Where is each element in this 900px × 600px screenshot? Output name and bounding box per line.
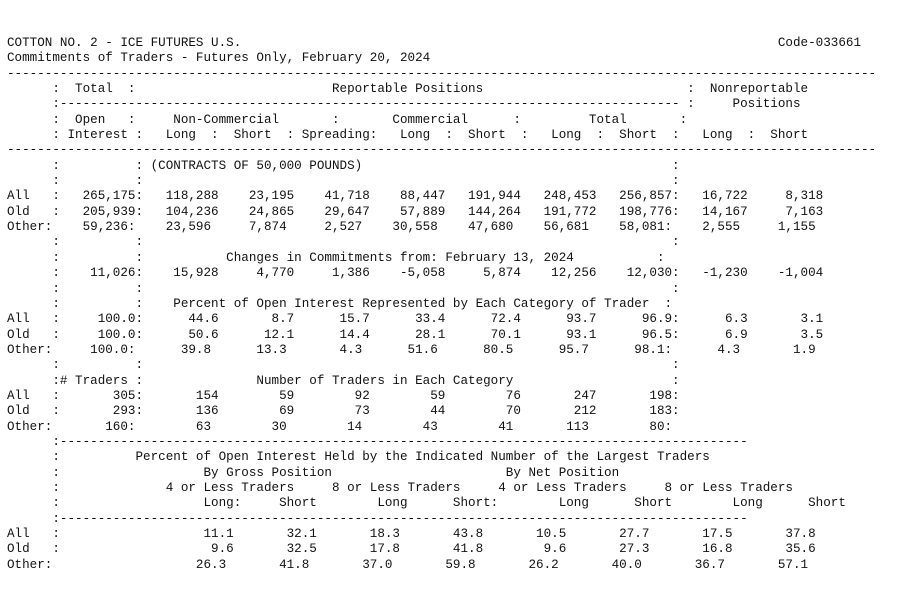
report-line: : By Gross Position By Net Position: [7, 465, 620, 480]
report-line: : : :: [7, 281, 680, 296]
report-line: Old : 205,939: 104,236 24,865 29,647 57,…: [7, 204, 824, 219]
report-line: : Percent of Open Interest Held by the I…: [7, 450, 710, 465]
report-line: : : (CONTRACTS OF 50,000 POUNDS) :: [7, 158, 680, 173]
cot-report: COTTON NO. 2 - ICE FUTURES U.S. Code-033…: [7, 36, 876, 573]
report-line: : Total : Reportable Positions : Nonrepo…: [7, 82, 809, 97]
report-line: : Interest : Long : Short : Spreading: L…: [7, 128, 809, 143]
report-line: : : Percent of Open Interest Represented…: [7, 296, 673, 311]
report-line: All : 265,175: 118,288 23,195 41,718 88,…: [7, 189, 824, 204]
report-line: Other: 26.3 41.8 37.0 59.8 26.2 40.0 36.…: [7, 557, 809, 572]
report-line: All : 305: 154 59 92 59 76 247 198:: [7, 388, 680, 403]
report-line: : : Changes in Commitments from: Februar…: [7, 250, 665, 265]
report-line: : : :: [7, 235, 680, 250]
report-line: :---------------------------------------…: [7, 511, 748, 526]
report-line: : Open : Non-Commercial : Commercial : T…: [7, 112, 688, 127]
report-line: Other: 100.0: 39.8 13.3 4.3 51.6 80.5 95…: [7, 342, 816, 357]
report-line: : Long: Short Long Short: Long Short Lon…: [7, 496, 846, 511]
report-line: : : :: [7, 174, 680, 189]
report-line: Other: 59,236: 23,596 7,874 2,527 30,558…: [7, 220, 816, 235]
report-line: :---------------------------------------…: [7, 97, 801, 112]
report-line: : : :: [7, 358, 680, 373]
report-line: Commitments of Traders - Futures Only, F…: [7, 51, 431, 66]
report-line: : 4 or Less Traders 8 or Less Traders 4 …: [7, 480, 793, 495]
report-line: All : 11.1 32.1 18.3 43.8 10.5 27.7 17.5…: [7, 527, 816, 541]
report-line: All : 100.0: 44.6 8.7 15.7 33.4 72.4 93.…: [7, 312, 824, 327]
report-line: Other: 160: 63 30 14 43 41 113 80:: [7, 419, 673, 434]
report-line: :# Traders : Number of Traders in Each C…: [7, 373, 680, 388]
report-line: Old : 293: 136 69 73 44 70 212 183:: [7, 404, 680, 419]
report-line: Old : 9.6 32.5 17.8 41.8 9.6 27.3 16.8 3…: [7, 542, 816, 557]
report-line: COTTON NO. 2 - ICE FUTURES U.S. Code-033…: [7, 36, 861, 50]
report-line: Old : 100.0: 50.6 12.1 14.4 28.1 70.1 93…: [7, 327, 824, 342]
report-line: :---------------------------------------…: [7, 434, 748, 449]
report-line: ----------------------------------------…: [7, 66, 877, 81]
report-line: ----------------------------------------…: [7, 143, 877, 158]
report-line: : 11,026: 15,928 4,770 1,386 -5,058 5,87…: [7, 266, 824, 281]
